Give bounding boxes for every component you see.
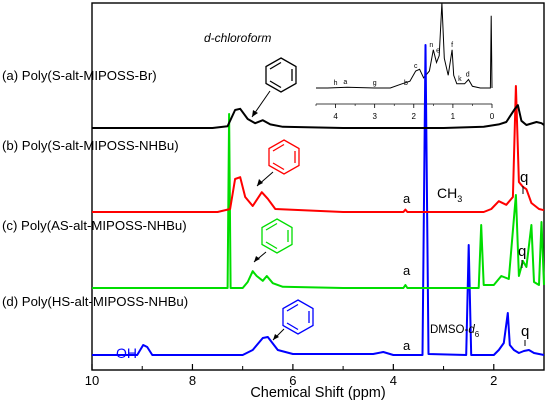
peak-label-d-a: a <box>403 338 411 353</box>
inset-peak-label: d <box>466 72 470 79</box>
spectra <box>92 44 545 356</box>
inset-peak-label: n <box>429 42 433 49</box>
inset-peak-label: f <box>451 42 453 49</box>
inset-peak-label: a <box>343 79 347 86</box>
benzene-icon-c <box>261 218 293 254</box>
inset-tick-label: 1 <box>451 112 456 121</box>
benzene-icon-a <box>265 57 297 93</box>
peak-label-c-q: q <box>518 243 526 260</box>
inset-tick-label: 3 <box>372 112 377 121</box>
inset-peak-label: b <box>404 80 408 87</box>
inset-peak-label: g <box>373 80 377 87</box>
plot-frame <box>91 2 545 371</box>
inset-tick-label: 2 <box>412 112 417 121</box>
peak-label-d-q: q <box>521 323 529 340</box>
inset-peak-label: e <box>436 48 440 55</box>
x-tick-label: 10 <box>85 373 99 388</box>
series-label-b: (b) Poly(S-alt-MIPOSS-NHBu) <box>2 138 179 153</box>
inset-ticks: 4 3 2 1 0 <box>315 104 495 121</box>
arrowhead-d <box>273 334 279 340</box>
inset-peak-label: c <box>414 63 418 70</box>
peak-label-b-q: q <box>520 169 528 186</box>
series-label-d: (d) Poly(HS-alt-MIPOSS-NHBu) <box>2 294 188 309</box>
benzene-icon-d <box>282 299 314 335</box>
inset-peak-label: k <box>458 76 462 83</box>
x-tick-label: 6 <box>289 373 296 388</box>
x-axis-label: Chemical Shift (ppm) <box>250 385 385 401</box>
inset-tick-label: 4 <box>333 112 338 121</box>
inset-spectrum <box>316 2 493 89</box>
spectrum-line-d <box>92 44 545 356</box>
solvent-label: d-chloroform <box>204 31 271 45</box>
spectrum-line-a <box>92 104 545 129</box>
arrowhead-b <box>257 179 263 186</box>
peak-label-d-dmso: DMSO-d6 <box>430 324 480 339</box>
arrowhead-a <box>252 110 258 117</box>
spectrum-line-c <box>92 113 545 289</box>
peak-label-b-ch3: CH3 <box>437 185 462 204</box>
series-label-c: (c) Poly(AS-alt-MIPOSS-NHBu) <box>2 218 187 233</box>
inset-tick-label: 0 <box>490 112 495 121</box>
series-label-a: (a) Poly(S-alt-MIPOSS-Br) <box>2 68 157 83</box>
peak-label-b-a: a <box>403 191 411 206</box>
arrowhead-c <box>254 256 260 262</box>
x-axis-ticks: 10 8 6 4 2 <box>85 364 545 388</box>
x-tick-label: 4 <box>390 373 397 388</box>
peak-label-d-oh: OH <box>116 345 137 361</box>
x-tick-label: 2 <box>490 373 497 388</box>
inset-peak-label: h <box>334 80 338 87</box>
benzene-icon-b <box>268 139 300 175</box>
peak-label-c-a: a <box>403 263 411 278</box>
x-tick-label: 8 <box>189 373 196 388</box>
inset-peak-labels: h a g b c ne f kd <box>334 42 470 87</box>
spectrum-line-b <box>92 85 545 213</box>
